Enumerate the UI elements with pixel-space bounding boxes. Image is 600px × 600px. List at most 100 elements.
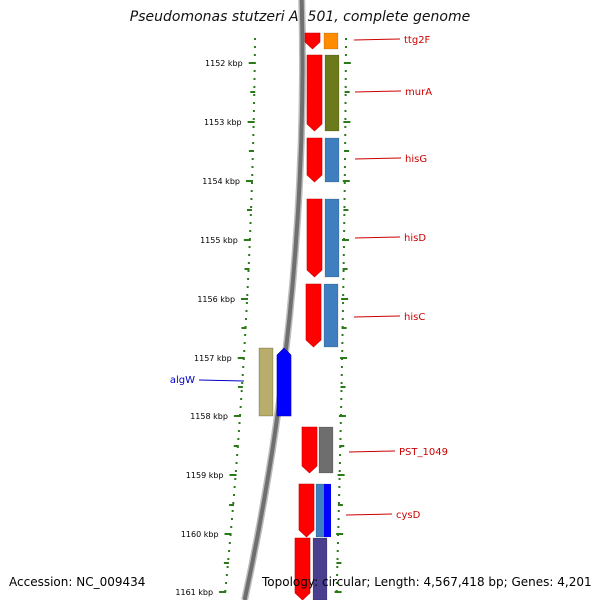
scale-tick <box>248 62 256 64</box>
scale-half-tick <box>241 327 247 329</box>
scale-half-tick <box>250 91 256 93</box>
scale-half-tick <box>244 268 250 270</box>
scale-dot-right <box>340 406 343 408</box>
scale-dot-right <box>340 366 343 368</box>
scale-dot-right <box>336 558 339 560</box>
scale-dot-right <box>343 206 346 208</box>
scale-tick <box>241 298 249 300</box>
scale-dot-right <box>339 438 342 440</box>
scale-dot-right <box>341 310 344 312</box>
scale-dot-left <box>253 86 256 88</box>
scale-dot-left <box>250 198 253 200</box>
cds-forward-hisG <box>306 137 323 183</box>
scale-tick <box>245 180 253 182</box>
scale-dot-left <box>232 502 235 504</box>
scale-tick-right <box>341 298 349 300</box>
scale-dot-right <box>338 462 341 464</box>
scale-dot-left <box>244 334 247 336</box>
scale-dot-right <box>343 166 346 168</box>
scale-dot-right <box>341 334 344 336</box>
gene-leader-ttg2F <box>353 38 401 41</box>
gene-label-hisD: hisD <box>404 233 426 244</box>
scale-dot-left <box>227 558 230 560</box>
cds-forward-unnamed <box>294 537 311 600</box>
cds-forward-ttg2F <box>304 32 321 50</box>
scale-dot-left <box>228 542 231 544</box>
cds-forward-PST_1049 <box>301 426 318 474</box>
scale-tick-label: 1156 kbp <box>197 295 235 304</box>
scale-dot-right <box>344 54 347 56</box>
scale-dot-right <box>340 382 343 384</box>
cog-block-cysD-secondary <box>324 484 331 537</box>
scale-dot-right <box>341 318 344 320</box>
scale-dot-left <box>236 454 239 456</box>
scale-dot-right <box>342 286 345 288</box>
scale-half-tick-right <box>339 445 345 447</box>
scale-dot-right <box>343 182 346 184</box>
scale-dot-left <box>249 222 252 224</box>
scale-dot-left <box>249 214 252 216</box>
scale-dot-left <box>245 310 248 312</box>
cds-forward-hisC <box>305 283 322 348</box>
scale-dot-left <box>246 286 249 288</box>
scale-dot-right <box>336 574 339 576</box>
gene-leader-cysD <box>345 513 393 516</box>
scale-dot-left <box>241 374 244 376</box>
scale-dot-right <box>340 374 343 376</box>
scale-dot-right <box>339 422 342 424</box>
scale-dot-left <box>237 438 240 440</box>
scale-dot-right <box>336 566 339 568</box>
gene-leader-PST_1049 <box>348 450 396 453</box>
scale-dot-right <box>342 294 345 296</box>
scale-dot-left <box>246 294 249 296</box>
scale-dot-right <box>344 126 347 128</box>
scale-dot-left <box>226 566 229 568</box>
scale-dot-right <box>340 398 343 400</box>
scale-dot-left <box>254 38 257 40</box>
scale-half-tick-right <box>341 327 347 329</box>
scale-dot-left <box>240 398 243 400</box>
backbone-shadow <box>241 0 306 600</box>
scale-dot-right <box>335 582 338 584</box>
scale-dot-right <box>343 214 346 216</box>
scale-tick-right <box>342 180 350 182</box>
scale-dot-right <box>344 102 347 104</box>
scale-dot-right <box>338 486 341 488</box>
scale-dot-right <box>337 518 340 520</box>
scale-tick-label: 1154 kbp <box>202 177 240 186</box>
cds-forward-cysD <box>298 483 315 538</box>
scale-dot-left <box>231 510 234 512</box>
gene-label-PST_1049: PST_1049 <box>399 447 448 458</box>
scale-dot-right <box>341 350 344 352</box>
scale-tick <box>247 121 255 123</box>
scale-dot-right <box>344 78 347 80</box>
cog-block-unnamed <box>312 537 328 600</box>
scale-dot-right <box>344 142 347 144</box>
gene-label-ttg2F: ttg2F <box>404 35 431 46</box>
scale-dot-left <box>247 270 250 272</box>
scale-dot-right <box>337 526 340 528</box>
scale-dot-left <box>238 422 241 424</box>
scale-dot-left <box>253 78 256 80</box>
scale-dot-right <box>344 94 347 96</box>
scale-dot-left <box>252 110 255 112</box>
scale-dot-right <box>342 262 345 264</box>
scale-tick <box>224 533 232 535</box>
scale-dot-right <box>341 342 344 344</box>
scale-dot-right <box>338 494 341 496</box>
scale-dot-right <box>344 46 347 48</box>
scale-dot-left <box>239 406 242 408</box>
cog-block-ttg2F <box>323 32 339 50</box>
scale-half-tick-right <box>342 268 348 270</box>
backbone-line <box>242 0 305 600</box>
gene-label-hisG: hisG <box>405 154 427 165</box>
scale-half-tick-right <box>336 562 342 564</box>
scale-dot-right <box>342 278 345 280</box>
scale-dot-left <box>230 526 233 528</box>
scale-dot-left <box>234 478 237 480</box>
scale-half-tick <box>229 504 235 506</box>
scale-dot-right <box>337 502 340 504</box>
gene-label-hisC: hisC <box>404 312 425 323</box>
scale-half-tick-right <box>344 91 350 93</box>
scale-half-tick <box>248 150 254 152</box>
